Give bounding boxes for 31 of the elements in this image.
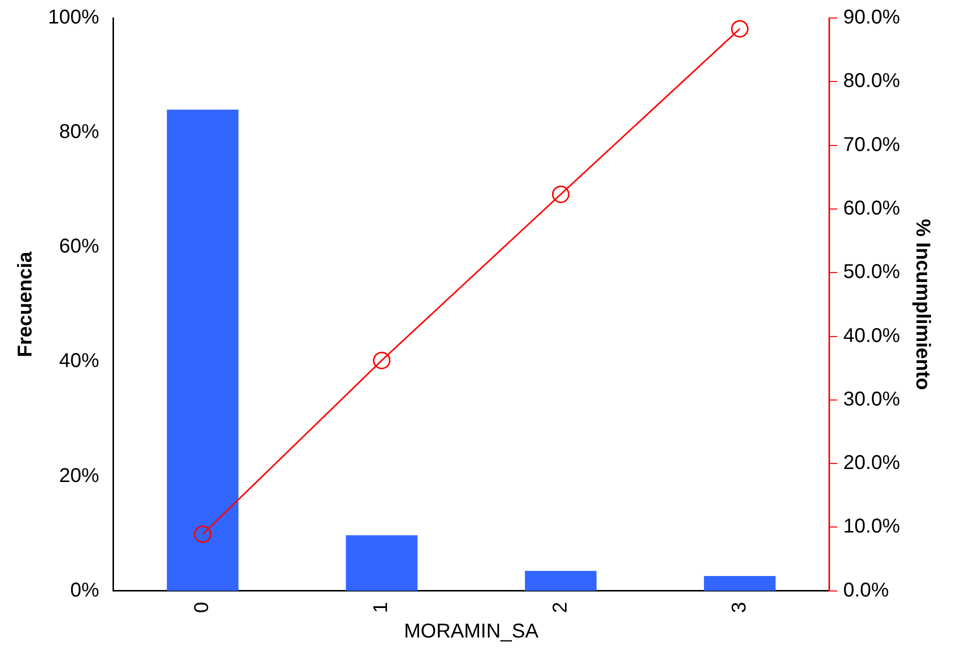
y2-tick-label: 90.0% xyxy=(843,6,900,29)
y2-axis-title: % Incumplimiento xyxy=(911,218,934,390)
bar xyxy=(346,535,418,591)
x-tick-label: 0 xyxy=(191,602,214,613)
x-tick-label: 1 xyxy=(370,602,392,613)
bar xyxy=(524,570,597,591)
y-tick-label: 0% xyxy=(70,579,100,602)
bar xyxy=(166,110,238,591)
point xyxy=(731,20,749,38)
y2-tick-label: 20.0% xyxy=(843,452,900,474)
y-axis-title: Frecuencia xyxy=(14,250,37,358)
y-tick-label: 20% xyxy=(59,464,100,487)
point xyxy=(194,525,212,543)
y2-tick-label: 50.0% xyxy=(843,261,900,284)
point xyxy=(552,186,570,204)
y2-tick-label: 70.0% xyxy=(843,134,900,156)
point xyxy=(372,352,390,370)
y2-tick-label: 0.0% xyxy=(843,579,890,602)
y-tick-label: 100% xyxy=(48,6,100,29)
x-tick-label: 2 xyxy=(549,602,572,613)
y2-tick-label: 40.0% xyxy=(843,324,900,347)
bar xyxy=(704,576,776,591)
y2-tick-label: 10.0% xyxy=(843,516,900,538)
y-tick-label: 40% xyxy=(59,350,100,372)
y2-tick-label: 60.0% xyxy=(843,197,900,220)
y2-tick-label: 30.0% xyxy=(843,388,900,410)
x-axis-title: MORAMIN_SA xyxy=(404,620,540,643)
x-tick-label: 3 xyxy=(728,602,750,613)
y2-tick-label: 80.0% xyxy=(843,70,900,92)
y-tick-label: 60% xyxy=(59,236,100,258)
y-tick-label: 80% xyxy=(59,121,100,144)
